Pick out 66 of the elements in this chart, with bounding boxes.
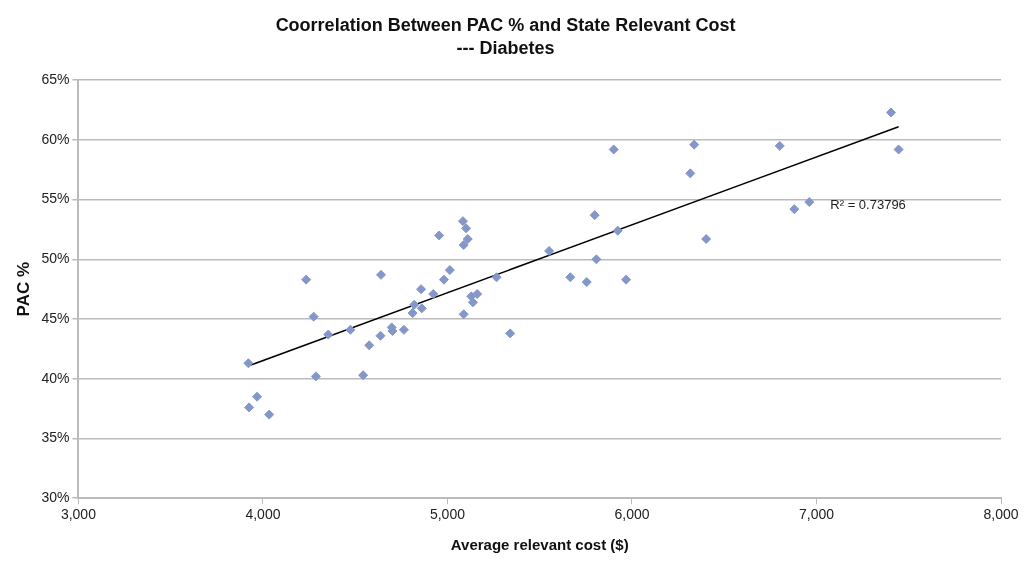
point: [581, 277, 592, 288]
point: [398, 324, 409, 335]
point: [407, 308, 418, 319]
y-tick-label: 45%: [41, 309, 70, 326]
point: [458, 240, 469, 251]
point: [244, 402, 255, 413]
x-tick-label: 5,000: [429, 506, 466, 523]
point: [893, 144, 904, 155]
point: [591, 254, 602, 265]
point: [345, 324, 356, 335]
y-tick-label: 40%: [41, 369, 70, 386]
chart-title: Coorrelation Between PAC % and State Relevant Cost: [275, 14, 736, 35]
point: [612, 225, 623, 236]
x-tick-label: 6,000: [614, 506, 650, 523]
point: [689, 139, 700, 150]
point: [886, 107, 897, 118]
point: [301, 274, 312, 285]
point: [505, 328, 516, 339]
point: [364, 340, 375, 351]
point: [358, 370, 369, 381]
point: [308, 311, 319, 322]
point: [774, 140, 785, 151]
point: [428, 288, 439, 299]
point: [608, 144, 619, 155]
point: [444, 265, 455, 276]
y-axis-title: PAC %: [13, 261, 33, 317]
point: [458, 309, 469, 320]
x-tick-label: 7,000: [798, 506, 835, 523]
point: [264, 409, 275, 420]
point: [310, 371, 321, 382]
annotation: R² = 0.73796: [830, 197, 906, 213]
point: [565, 272, 576, 283]
point: [789, 204, 800, 215]
x-tick-label: 8,000: [983, 506, 1019, 523]
point: [621, 274, 632, 285]
chart-subtitle: --- Diabetes: [456, 38, 555, 59]
x-axis-title: Average relevant cost ($): [450, 536, 629, 554]
point: [804, 197, 815, 208]
y-tick-label: 35%: [41, 429, 70, 446]
point: [434, 230, 445, 241]
point: [701, 234, 712, 245]
point: [438, 274, 449, 285]
x-tick-label: 4,000: [245, 506, 281, 523]
point: [375, 330, 386, 341]
point: [461, 223, 472, 234]
y-tick-label: 65%: [41, 71, 70, 88]
x-tick-label: 3,000: [60, 506, 97, 523]
point: [416, 303, 427, 314]
point: [491, 272, 502, 283]
y-tick-label: 50%: [41, 250, 70, 267]
point: [589, 210, 600, 221]
point: [472, 288, 483, 299]
point: [409, 299, 420, 310]
point: [323, 329, 334, 340]
y-tick-label: 60%: [41, 130, 70, 147]
point: [416, 284, 427, 295]
y-tick-label: 55%: [41, 190, 70, 207]
point: [252, 391, 263, 402]
point: [457, 216, 468, 227]
point: [467, 297, 478, 308]
y-tick-label: 30%: [41, 489, 70, 506]
point: [544, 245, 555, 256]
point: [462, 234, 473, 245]
point: [685, 168, 696, 179]
point: [376, 269, 387, 280]
point: [243, 358, 254, 369]
